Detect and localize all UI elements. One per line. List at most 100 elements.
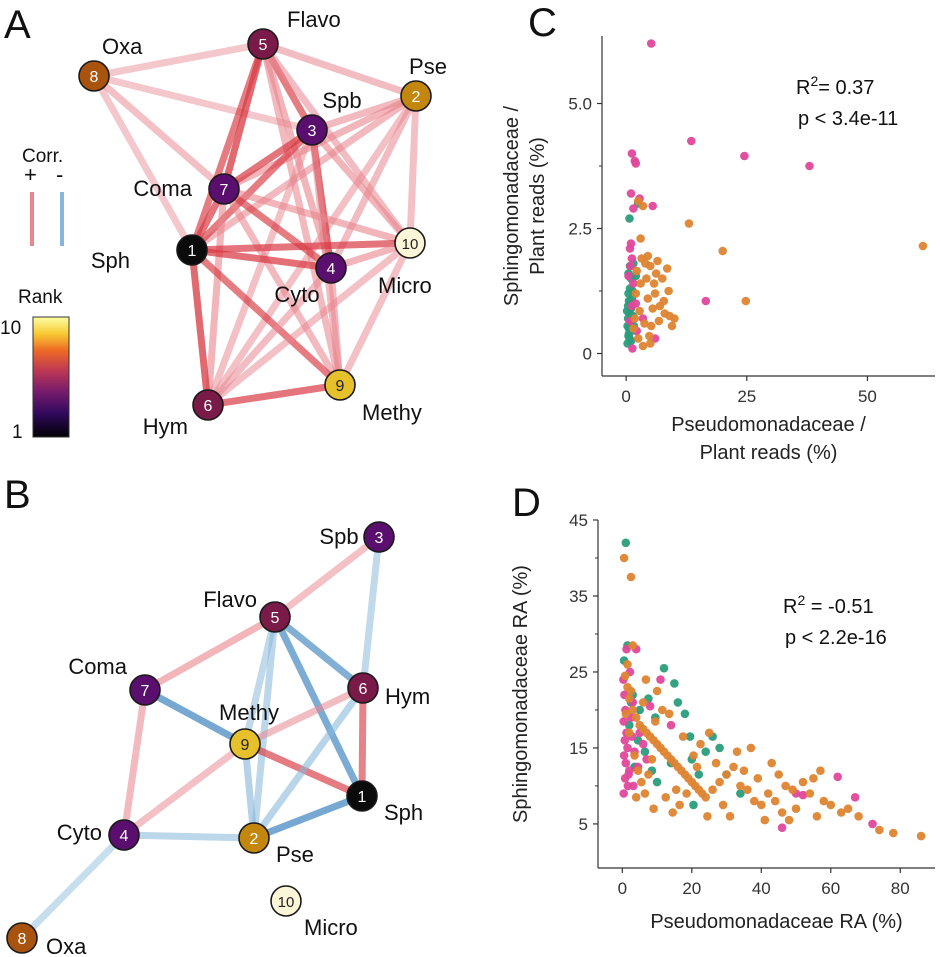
x-axis-label: Pseudomonadaceae RA (%) (650, 911, 902, 933)
network-a-node-6 (192, 389, 224, 421)
network-a-node-label-coma: Coma (133, 176, 192, 201)
y-tick-label: 35 (569, 587, 588, 606)
data-point-series-2 (668, 808, 677, 817)
x-tick-label: 40 (752, 879, 771, 898)
network-b-edge-5-7 (141, 613, 279, 694)
data-point-series-2 (635, 306, 644, 316)
data-point-series-2 (631, 713, 641, 722)
data-point-series-0 (640, 747, 650, 756)
data-point-series-1 (627, 254, 637, 263)
network-a-edge-8-7 (90, 72, 228, 193)
network-a-node-label-sph: Sph (91, 248, 130, 273)
data-point-series-2 (781, 781, 790, 791)
data-point-series-2 (743, 785, 752, 794)
y-tick-label: 45 (569, 511, 588, 530)
data-point-series-2 (767, 758, 776, 768)
network-b: 1 Sph 2 Pse 3 Spb 4 Cyto 5 Flavo 6 Hym 7 Coma 8 Oxa 9 Met… (6, 521, 430, 957)
data-point-series-2 (643, 294, 653, 303)
y-tick-label: 2.5 (568, 220, 592, 239)
data-point-series-0 (659, 663, 669, 673)
data-point-series-0 (685, 732, 695, 741)
network-a-node-9 (324, 369, 356, 401)
data-point-series-2 (843, 804, 853, 813)
network-b-edge-6-2 (250, 684, 367, 842)
network-a-node-8 (78, 60, 110, 92)
network-b-node-rank-8: 8 (18, 931, 27, 948)
data-point-series-2 (640, 789, 650, 798)
network-a-node-label-oxa: Oxa (102, 34, 143, 59)
x-tick-label: 80 (891, 879, 910, 898)
data-point-series-2 (654, 316, 664, 326)
panel-letter-d: D (512, 481, 541, 525)
network-a-edge-7-10 (220, 185, 414, 247)
data-point-series-2 (623, 660, 632, 669)
network-b-node-2 (238, 822, 270, 854)
data-point-series-2 (653, 256, 662, 266)
data-point-series-2 (651, 717, 660, 726)
data-point-series-2 (746, 743, 756, 753)
data-point-series-2 (777, 808, 787, 817)
data-point-series-2 (816, 766, 825, 775)
data-point-series-1 (656, 675, 665, 684)
network-a-edge-5-2 (259, 40, 420, 100)
network-a-edge-4-9 (327, 264, 344, 389)
data-point-series-0 (625, 214, 634, 223)
network-a-node-rank-4: 4 (327, 261, 336, 278)
network-b-node-3 (363, 521, 395, 553)
data-point-series-1 (629, 279, 638, 288)
data-point-series-2 (658, 274, 667, 283)
r-squared-value: = -0.51 (805, 596, 873, 618)
data-point-series-0 (635, 705, 644, 715)
data-point-series-2 (704, 728, 714, 738)
data-point-series-2 (646, 321, 656, 331)
r-squared-superscript: 2 (797, 592, 805, 608)
data-point-series-2 (918, 241, 928, 251)
network-a-node-2 (400, 80, 432, 112)
network-b-edge-7-9 (141, 686, 249, 748)
data-point-series-0 (652, 777, 662, 787)
network-a-edge-3-10 (308, 126, 414, 247)
legend: Corr. + - Rank 10 1 (0, 146, 70, 443)
data-point-series-2 (770, 796, 780, 806)
data-point-series-1 (620, 736, 630, 745)
network-b-node-label-oxa: Oxa (46, 934, 87, 957)
data-point-series-2 (739, 766, 749, 775)
network-b-edge-7-4 (120, 686, 149, 839)
y-tick-label: 5.0 (568, 95, 592, 114)
data-point-series-2 (645, 331, 654, 341)
data-point-series-2 (646, 261, 655, 271)
data-point-series-2 (633, 196, 643, 206)
data-point-series-2 (631, 793, 641, 802)
data-point-series-2 (628, 705, 637, 715)
data-point-series-2 (637, 777, 646, 787)
data-point-series-2 (916, 831, 926, 841)
network-a-edge-3-1 (188, 126, 316, 254)
data-point-series-2 (722, 770, 731, 779)
network-a-edge-4-6 (204, 264, 335, 409)
network-a-edge-6-9 (204, 381, 344, 409)
network-b-node-rank-10: 10 (278, 894, 295, 911)
rank-legend-title: Rank (18, 287, 63, 308)
network-a-node-label-micro: Micro (378, 273, 432, 298)
network-a-edge-2-4 (327, 92, 420, 272)
network-a-edge-2-10 (406, 92, 420, 247)
data-point-series-2 (696, 739, 705, 749)
data-point-series-2 (641, 675, 651, 684)
data-point-series-1 (666, 720, 676, 730)
data-point-series-1 (619, 717, 628, 726)
network-a-node-label-hym: Hym (143, 414, 188, 439)
data-point-series-2 (678, 732, 688, 741)
network-a-node-rank-3: 3 (308, 123, 317, 140)
network-a-edge-7-6 (204, 185, 228, 409)
network-a-edge-10-9 (336, 239, 414, 389)
rank-colorbar (32, 316, 70, 438)
network-b-edge-9-6 (241, 684, 367, 748)
r-squared-value: = 0.37 (818, 77, 874, 99)
data-point-series-2 (875, 825, 884, 835)
network-b-node-label-cyto: Cyto (57, 820, 102, 845)
corr-legend-title: Corr. (22, 146, 63, 167)
network-a-node-label-flavo: Flavo (287, 7, 341, 32)
data-point-series-0 (673, 698, 683, 707)
network-a-node-label-methy: Methy (362, 400, 422, 425)
data-point-series-0 (736, 789, 745, 798)
